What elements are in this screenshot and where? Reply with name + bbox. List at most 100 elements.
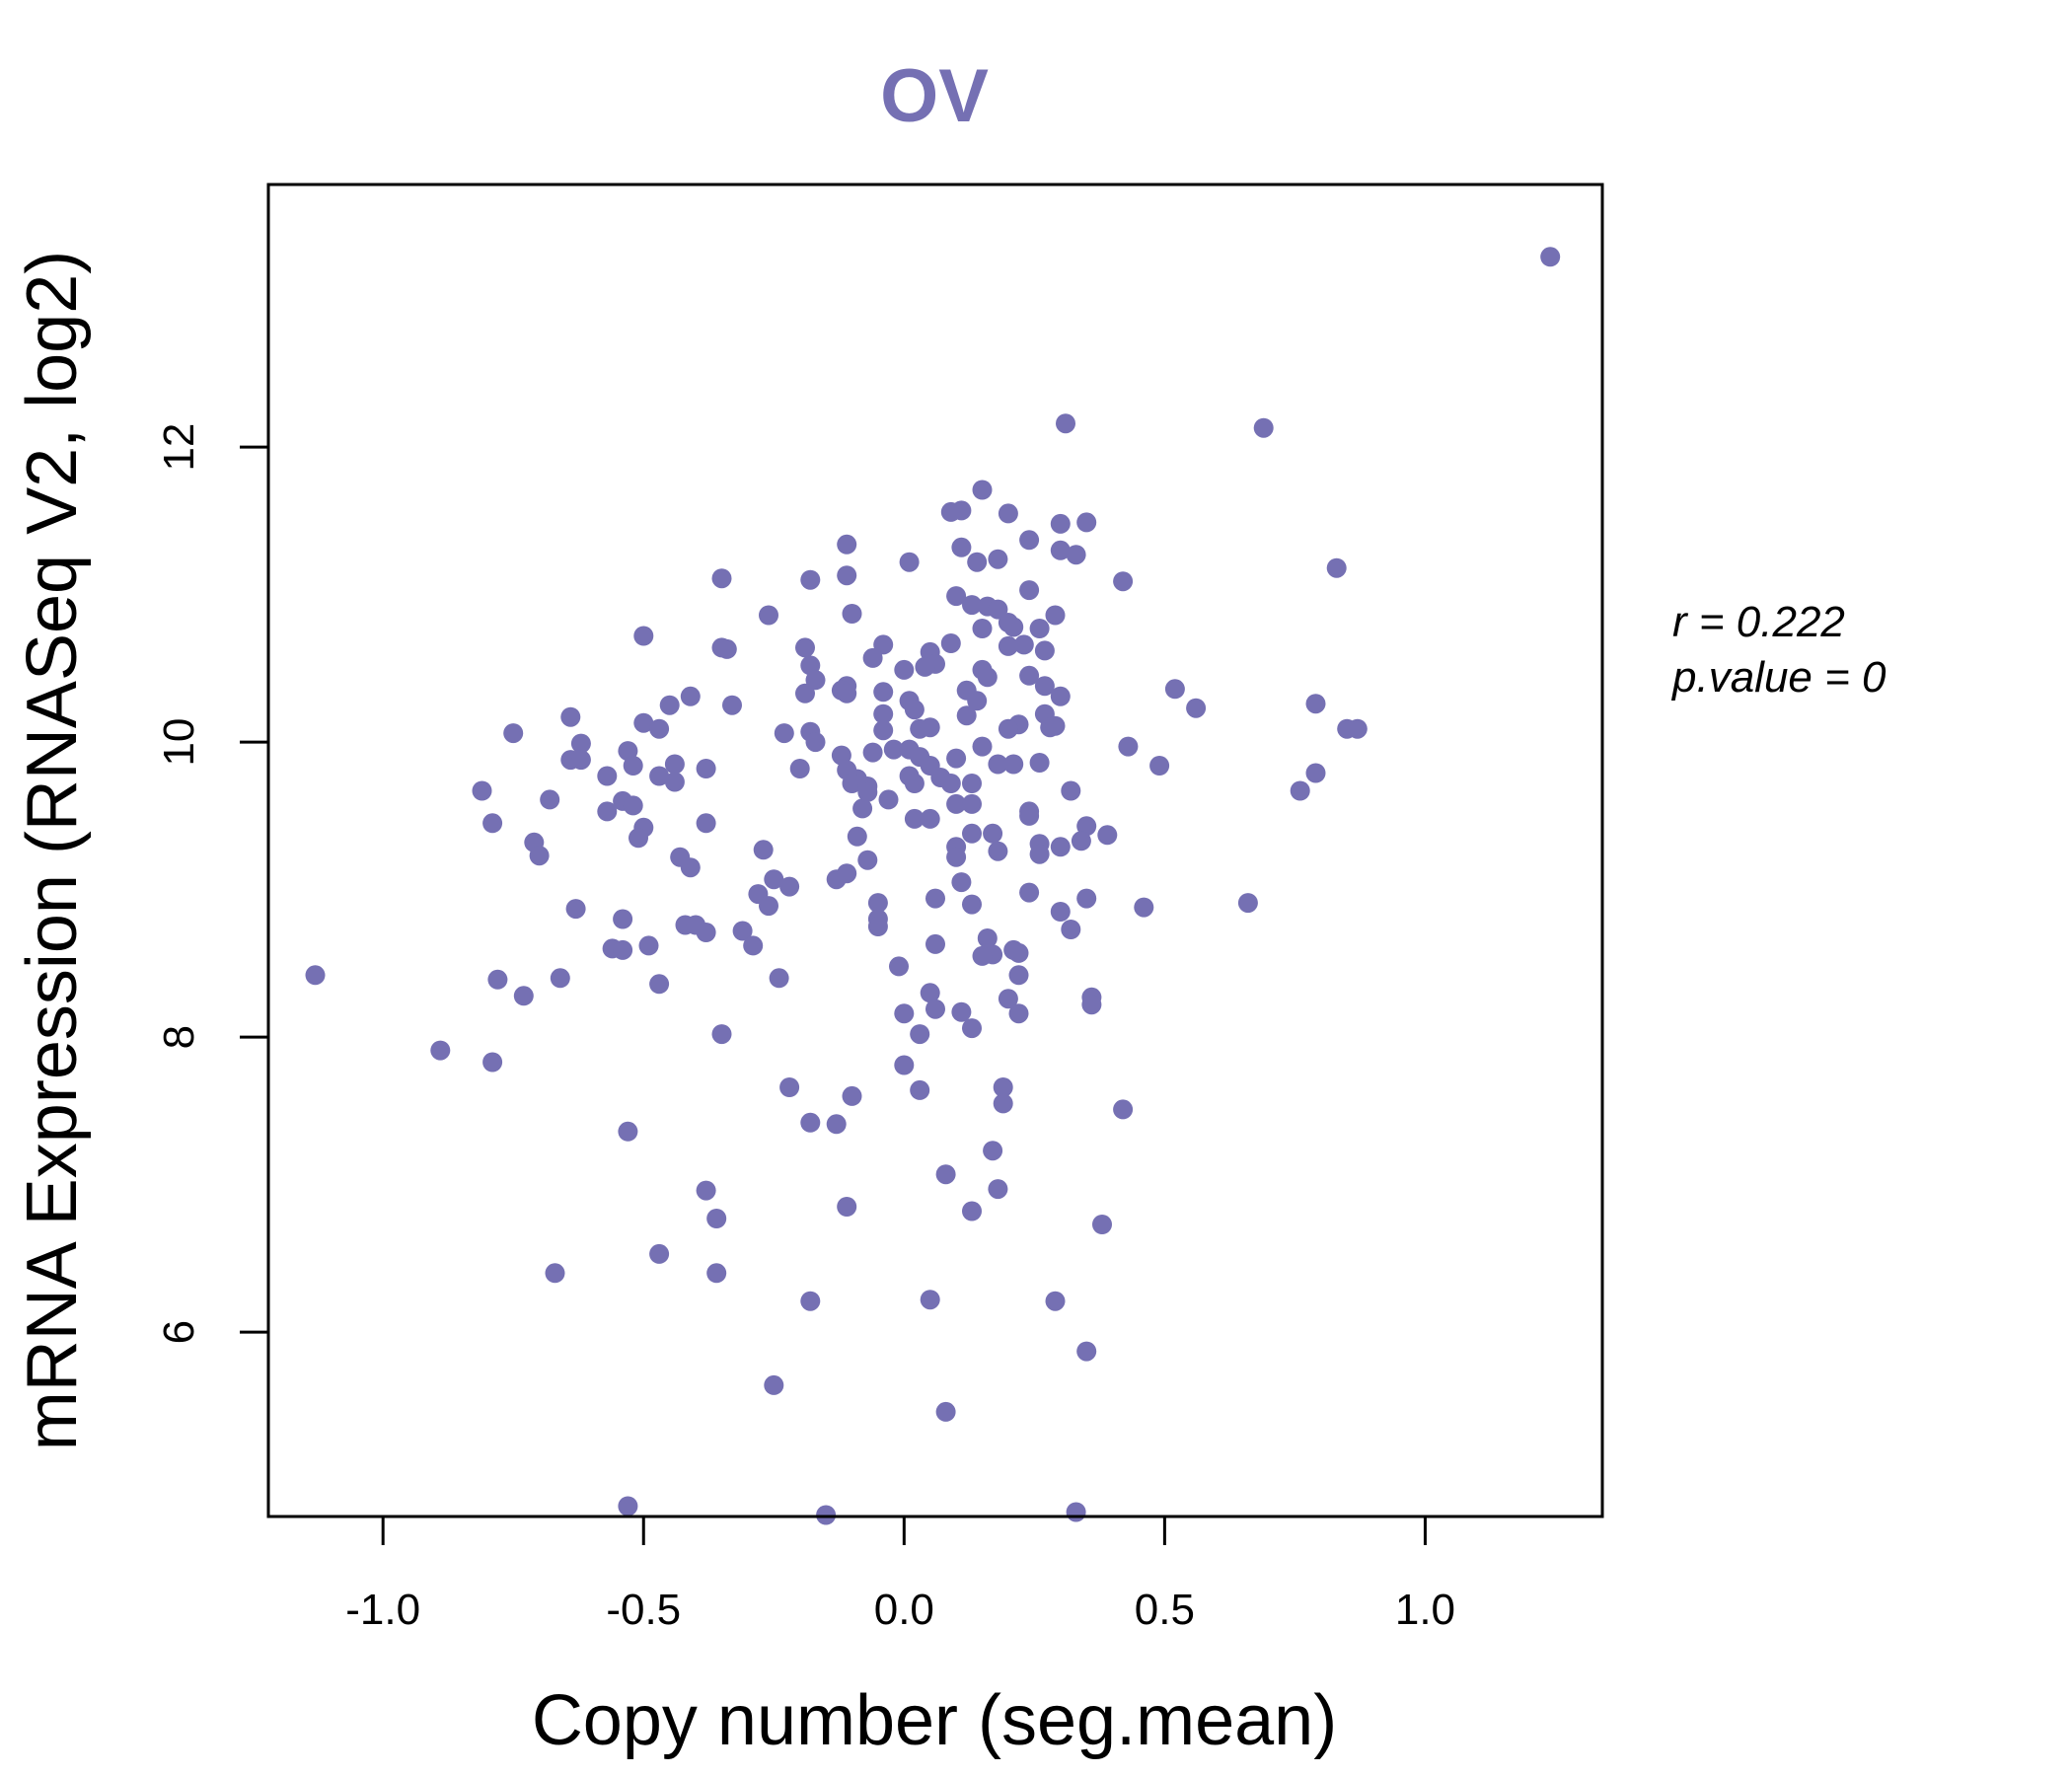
data-point — [1290, 780, 1310, 801]
data-point — [1113, 1099, 1134, 1120]
data-point — [1003, 617, 1024, 637]
data-point — [1019, 882, 1040, 903]
data-point — [983, 1141, 1003, 1161]
data-point — [867, 893, 888, 914]
data-point — [1186, 698, 1207, 718]
data-point — [1326, 557, 1347, 578]
data-point — [842, 1085, 862, 1106]
data-point — [1081, 995, 1102, 1015]
data-point — [1071, 831, 1091, 851]
data-point — [972, 736, 993, 757]
data-point — [696, 759, 716, 778]
data-point — [1092, 1215, 1112, 1234]
data-point — [779, 1077, 800, 1097]
data-point — [613, 909, 633, 929]
data-point — [1540, 247, 1561, 267]
data-point — [1164, 679, 1185, 700]
data-point — [1305, 694, 1326, 714]
data-point — [1066, 545, 1086, 565]
data-point — [305, 965, 326, 986]
data-point — [889, 956, 909, 977]
x-axis: -1.0 -0.5 0.0 0.5 1.0 — [345, 1515, 1455, 1634]
data-points — [305, 247, 1561, 1525]
data-point — [873, 720, 894, 741]
data-point — [998, 718, 1018, 739]
data-point — [618, 1496, 638, 1517]
y-axis: 6 8 10 12 — [155, 423, 270, 1344]
data-point — [1061, 780, 1081, 801]
data-point — [696, 813, 716, 834]
data-point — [946, 793, 967, 814]
data-point — [1347, 718, 1368, 739]
data-point — [852, 798, 873, 819]
data-point — [1029, 619, 1050, 638]
data-point — [706, 1263, 727, 1284]
data-point — [659, 695, 680, 715]
data-point — [857, 781, 878, 802]
data-point — [837, 1197, 857, 1217]
data-point — [680, 686, 701, 706]
data-point — [1066, 1502, 1086, 1522]
data-point — [769, 968, 789, 989]
data-point — [1008, 965, 1029, 986]
data-point — [1076, 1341, 1097, 1362]
data-point — [962, 793, 982, 814]
correlation-annotation: r = 0.222 — [1672, 598, 1845, 646]
data-point — [570, 733, 591, 754]
data-point — [920, 717, 940, 738]
data-point — [664, 772, 685, 792]
data-point — [1050, 513, 1071, 534]
data-point — [904, 700, 925, 720]
data-point — [743, 935, 764, 956]
data-point — [545, 1263, 565, 1284]
data-point — [837, 863, 857, 884]
data-point — [1008, 942, 1029, 963]
pvalue-annotation: p.value = 0 — [1670, 653, 1887, 702]
data-point — [1113, 571, 1134, 592]
y-tick-label: 6 — [155, 1320, 203, 1344]
data-point — [649, 718, 670, 739]
data-point — [472, 780, 492, 801]
y-tick-label: 10 — [155, 718, 203, 767]
x-tick-label: -1.0 — [345, 1586, 420, 1634]
data-point — [972, 480, 993, 500]
data-point — [482, 813, 503, 834]
data-point — [696, 1180, 716, 1201]
data-point — [800, 1291, 821, 1311]
data-point — [837, 565, 857, 586]
data-point — [711, 568, 732, 589]
data-point — [722, 695, 742, 715]
data-point — [774, 723, 794, 744]
data-point — [800, 1112, 821, 1133]
data-point — [716, 638, 737, 659]
data-point — [904, 774, 925, 793]
data-point — [993, 1093, 1013, 1114]
x-tick-label: 1.0 — [1395, 1586, 1455, 1634]
data-point — [935, 1401, 956, 1422]
x-tick-label: -0.5 — [606, 1586, 681, 1634]
data-point — [623, 795, 643, 816]
data-point — [894, 1055, 915, 1075]
data-point — [1305, 763, 1326, 783]
x-axis-label: Copy number (seg.mean) — [532, 1681, 1337, 1760]
y-axis-label: mRNA Expression (RNASeq V2, log2) — [13, 251, 92, 1450]
data-point — [764, 869, 784, 890]
data-point — [623, 756, 643, 776]
data-point — [540, 789, 560, 810]
data-point — [946, 847, 967, 867]
data-point — [550, 968, 570, 989]
data-point — [1019, 530, 1040, 551]
data-point — [837, 534, 857, 555]
data-point — [1029, 844, 1050, 864]
data-point — [795, 683, 815, 703]
data-point — [837, 683, 857, 703]
data-point — [649, 974, 670, 995]
data-point — [764, 1374, 784, 1395]
data-point — [1076, 816, 1097, 837]
data-point — [618, 1121, 638, 1142]
data-point — [988, 754, 1008, 775]
data-point — [946, 586, 967, 607]
data-point — [1050, 837, 1071, 857]
data-point — [1008, 1003, 1029, 1024]
